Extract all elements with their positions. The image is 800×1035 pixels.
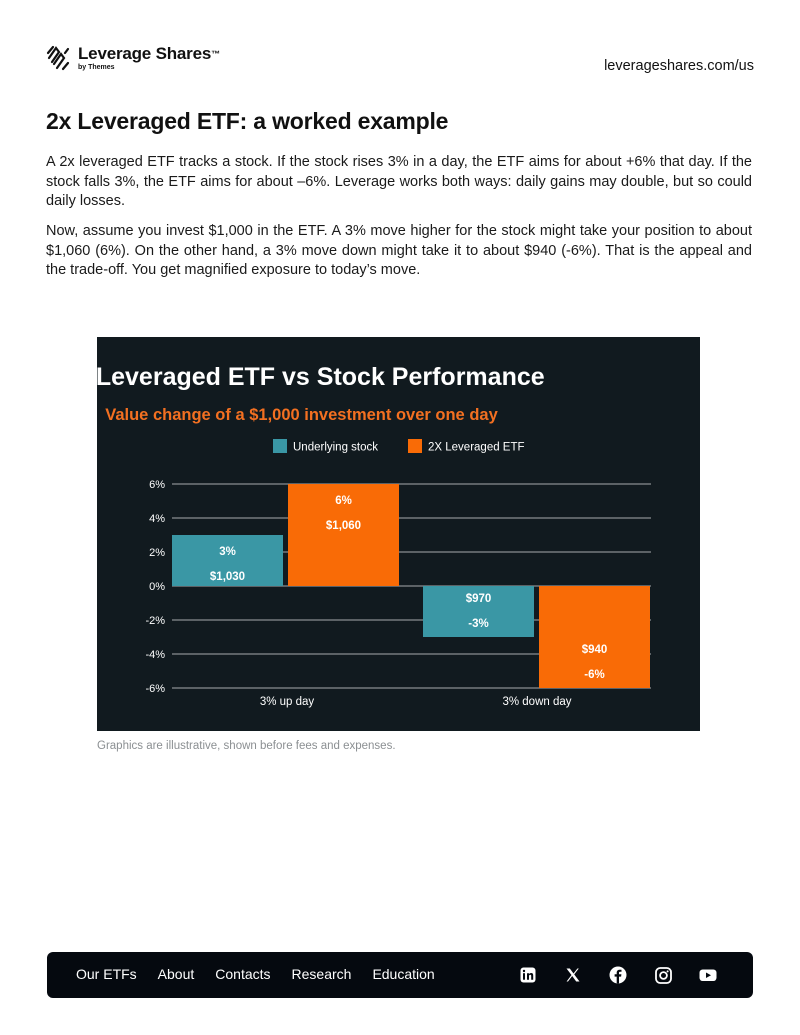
youtube-icon[interactable] xyxy=(697,964,719,986)
chart-bars xyxy=(172,484,650,688)
y-tick-label: -6% xyxy=(145,683,165,695)
bar xyxy=(539,586,650,688)
chart-container: Underlying stock 2X Leveraged ETF 6% 4% 2% 0… xyxy=(97,337,700,731)
brand-trademark: ™ xyxy=(211,49,220,59)
y-tick-label: 0% xyxy=(149,581,165,593)
chart-legend: Underlying stock 2X Leveraged ETF xyxy=(273,439,525,454)
chart-caption: Graphics are illustrative, shown before … xyxy=(97,740,396,752)
y-tick-label: 6% xyxy=(149,479,165,491)
chart-labels: 3% $1,030 6% $1,060 3% up day $970 -3% $940 -6% 3… xyxy=(210,495,607,708)
bar-pct-label: 3% xyxy=(219,546,236,558)
linkedin-icon[interactable] xyxy=(517,964,539,986)
brand-subtitle: by Themes xyxy=(78,64,115,71)
bar-chart: Underlying stock 2X Leveraged ETF 6% 4% 2% 0… xyxy=(145,439,651,708)
footer-link-about[interactable]: About xyxy=(157,966,195,982)
y-tick-label: -2% xyxy=(145,615,165,627)
bar-pct-label: -6% xyxy=(584,669,604,681)
bar-pct-label: -3% xyxy=(468,618,488,630)
example-paragraph: Now, assume you invest $1,000 in the ETF… xyxy=(46,223,752,278)
footer-link-research[interactable]: Research xyxy=(291,966,352,982)
brand-name: Leverage Shares™ xyxy=(78,44,220,63)
legend-swatch-1 xyxy=(273,439,287,453)
x-category-label: 3% down day xyxy=(502,696,571,708)
bar-pct-label: 6% xyxy=(335,495,352,507)
logo-text: Leverage Shares™ by Themes xyxy=(78,44,220,72)
x-icon[interactable] xyxy=(562,964,584,986)
bar xyxy=(172,535,283,586)
bar xyxy=(288,484,399,586)
x-category-label: 3% up day xyxy=(260,696,315,708)
bar xyxy=(423,586,534,637)
social-links xyxy=(494,964,719,986)
footer-bar: Our ETFs About Contacts Research Educati… xyxy=(47,952,753,998)
y-tick-label: 4% xyxy=(149,513,165,525)
y-tick-label: 2% xyxy=(149,547,165,559)
site-url-link[interactable]: leverageshares.com/us xyxy=(604,58,754,74)
footer-nav: Our ETFs About Contacts Research Educati… xyxy=(76,966,456,982)
bar-value-label: $940 xyxy=(582,644,608,656)
header: Leverage Shares™ by Themes leverageshare… xyxy=(46,44,754,84)
y-tick-label: -4% xyxy=(145,649,165,661)
bar-value-label: $1,030 xyxy=(210,571,245,583)
legend-label-2: 2X Leveraged ETF xyxy=(428,442,525,454)
legend-swatch-2 xyxy=(408,439,422,453)
bar-value-label: $970 xyxy=(466,593,492,605)
logo[interactable]: Leverage Shares™ by Themes xyxy=(46,44,220,72)
leverage-shares-logo-icon xyxy=(46,45,70,71)
facebook-icon[interactable] xyxy=(607,964,629,986)
chart-title: 2X Leveraged ETF vs Stock Performance xyxy=(58,363,545,391)
footer-link-education[interactable]: Education xyxy=(372,966,435,982)
legend-label-1: Underlying stock xyxy=(293,442,378,454)
bar-value-label: $1,060 xyxy=(326,520,361,532)
instagram-icon[interactable] xyxy=(652,964,674,986)
footer-link-our-etfs[interactable]: Our ETFs xyxy=(76,966,137,982)
footer-link-contacts[interactable]: Contacts xyxy=(215,966,271,982)
intro-paragraph: A 2x leveraged ETF tracks a stock. If th… xyxy=(46,154,752,209)
page-title: 2x Leveraged ETF: a worked example xyxy=(46,108,449,134)
chart-subtitle: Value change of a $1,000 investment over… xyxy=(105,406,498,424)
